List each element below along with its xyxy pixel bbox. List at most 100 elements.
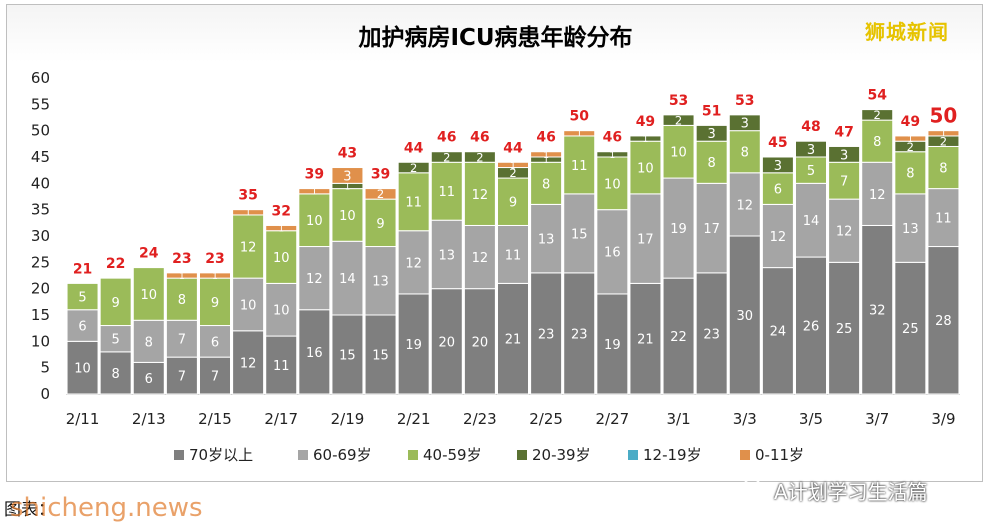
bar-data-label: 23 <box>703 327 720 342</box>
bar-data-label: 3 <box>840 148 848 163</box>
bar-segment-60-69 <box>165 319 198 358</box>
bar-segment-40-59 <box>463 161 496 226</box>
bar-segment-40-59 <box>828 161 861 200</box>
bar-data-label: 6 <box>78 319 86 334</box>
bar-data-label: 8 <box>939 161 947 176</box>
y-tick-label: 25 <box>31 253 50 271</box>
bar-data-label: 14 <box>803 214 820 229</box>
bar-data-label: 2 <box>509 166 516 180</box>
total-label: 46 <box>470 130 489 146</box>
x-tick-label: 2/25 <box>529 410 563 428</box>
bar-data-label: 2 <box>940 135 947 149</box>
bar-data-label: 1 <box>643 135 649 145</box>
bar-data-label: 3 <box>343 169 351 184</box>
bar-segment-70+ <box>761 267 794 395</box>
total-label: 50 <box>569 109 589 125</box>
bar-data-label: 12 <box>472 188 489 203</box>
bar-data-label: 23 <box>538 327 555 342</box>
bar-data-label: 5 <box>78 291 86 306</box>
bar-data-label: 11 <box>439 185 456 200</box>
bar-segment-60-69 <box>728 172 761 237</box>
bar-data-label: 1 <box>212 272 218 282</box>
bar-segment-60-69 <box>364 246 397 316</box>
y-tick-label: 55 <box>31 95 50 113</box>
bar-segment-70+ <box>66 340 99 395</box>
bar-segment-70+ <box>463 288 496 395</box>
total-label: 39 <box>371 167 390 183</box>
bar-data-label: 5 <box>807 164 815 179</box>
bar-segment-40-59 <box>861 119 894 163</box>
legend-swatch-40-59 <box>408 450 418 460</box>
bar-segment-0-11 <box>364 188 397 200</box>
brand-logo: 狮城新闻 <box>865 20 949 44</box>
bar-data-label: 10 <box>273 304 290 319</box>
bar-data-label: 1 <box>345 182 351 192</box>
bar-data-label: 10 <box>604 177 621 192</box>
bar-data-label: 10 <box>141 288 158 303</box>
bar-segment-0-11 <box>894 135 927 142</box>
bar-segment-70+ <box>596 293 629 395</box>
bar-data-label: 2 <box>675 114 682 128</box>
bar-data-label: 22 <box>670 330 687 345</box>
bar-data-label: 11 <box>273 359 290 374</box>
bar-data-label: 11 <box>571 159 588 174</box>
bar-data-label: 11 <box>935 212 952 227</box>
bar-segment-70+ <box>298 309 331 395</box>
bar-segment-20-39 <box>430 151 463 163</box>
bar-data-label: 7 <box>840 175 848 190</box>
legend-label: 60-69岁 <box>313 446 372 464</box>
bar-segment-20-39 <box>463 151 496 163</box>
bar-segment-40-59 <box>728 130 761 174</box>
wechat-icon <box>742 478 767 498</box>
total-label: 44 <box>503 140 523 156</box>
bar-data-label: 2 <box>874 108 881 122</box>
bar-data-label: 1 <box>311 188 317 198</box>
bar-segment-0-11 <box>298 188 331 195</box>
total-label: 21 <box>73 261 92 277</box>
bar-data-label: 7 <box>211 370 219 385</box>
bar-segment-40-59 <box>662 124 695 179</box>
bar-segment-20-39 <box>828 145 861 163</box>
bar-segment-60-69 <box>497 224 529 284</box>
x-tick-label: 2/19 <box>331 410 365 428</box>
bar-data-label: 6 <box>145 372 153 387</box>
total-label: 48 <box>801 119 820 135</box>
bar-segment-60-69 <box>662 177 695 279</box>
total-label: 43 <box>338 146 357 162</box>
total-label: 49 <box>636 114 655 130</box>
bar-segment-70+ <box>364 314 397 395</box>
total-label: 22 <box>106 256 125 272</box>
bar-data-label: 30 <box>737 309 754 324</box>
bar-data-label: 1 <box>576 130 582 140</box>
bar-segment-70+ <box>861 224 894 395</box>
bar-data-label: 21 <box>637 333 654 348</box>
legend-label: 70岁以上 <box>189 446 253 464</box>
bar-data-label: 8 <box>708 156 716 171</box>
footer-source-text: A计划学习生活篇 <box>774 480 928 504</box>
y-tick-label: 50 <box>31 122 50 140</box>
legend-label: 0-11岁 <box>755 446 804 464</box>
bar-data-label: 11 <box>505 248 522 263</box>
bar-segment-60-69 <box>530 203 563 274</box>
bar-data-label: 2 <box>443 150 450 164</box>
bar-segment-70+ <box>199 356 231 395</box>
bar-data-label: 8 <box>542 177 550 192</box>
bar-segment-60-69 <box>695 182 728 274</box>
bar-data-label: 12 <box>770 230 787 245</box>
bar-segment-60-69 <box>927 188 960 248</box>
bar-segment-70+ <box>629 282 662 395</box>
bar-segment-40-59 <box>364 198 397 248</box>
bar-segment-40-59 <box>199 277 231 327</box>
bar-segment-70+ <box>165 356 198 395</box>
bar-data-label: 10 <box>273 251 290 266</box>
bar-data-label: 12 <box>869 188 886 203</box>
bar-data-label: 3 <box>741 117 749 132</box>
bar-segment-60-69 <box>563 193 596 274</box>
bar-segment-40-59 <box>265 230 298 284</box>
bar-segment-20-39 <box>795 140 827 158</box>
bar-segment-40-59 <box>66 282 99 311</box>
footer-source: A计划学习生活篇 <box>740 476 928 505</box>
total-label: 23 <box>205 251 224 267</box>
bar-data-label: 13 <box>538 233 555 248</box>
bar-data-label: 19 <box>405 338 422 353</box>
